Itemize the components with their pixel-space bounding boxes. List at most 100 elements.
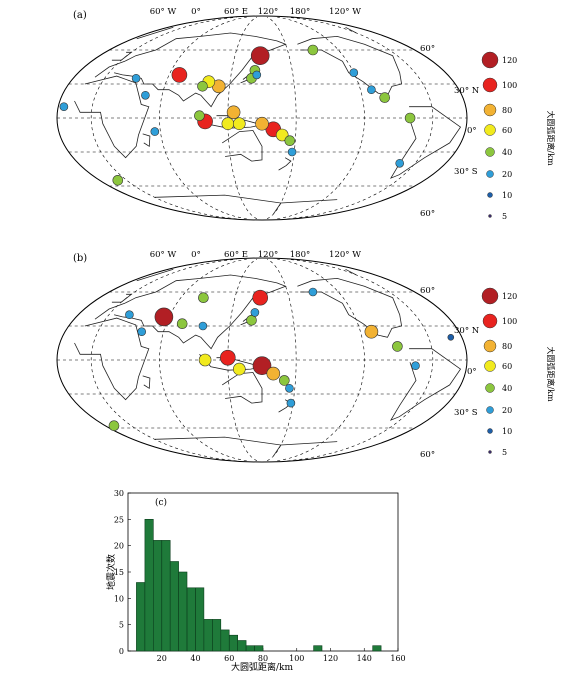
coastline [111,293,133,303]
event-marker [411,361,420,371]
map-a-events [59,44,416,186]
legend-value: 40 [502,148,512,157]
histogram-bar [136,582,146,652]
event-marker [250,308,260,317]
longitude-gridline [159,258,247,462]
event-marker [287,147,297,157]
map-a-outline [56,15,468,221]
coastline [297,277,403,338]
event-marker [285,383,294,393]
histogram-bar [237,640,247,652]
legend-value: 80 [502,342,512,351]
histogram-axes: 20 40 60 80 100 120 140 160 0 5 10 15 20 25 30 [114,489,406,663]
histogram-bar [220,629,230,652]
lon-label: 60° W [150,7,177,17]
coastline [389,348,462,421]
x-tick-label: 120 [323,654,338,663]
event-marker [392,341,403,352]
event-marker [379,92,391,103]
event-marker [447,333,455,341]
map-b: (b) 60° W 0° 60° E 120° 180° 120° W 60° … [56,250,556,463]
lon-label: 0° [191,7,201,17]
event-marker [131,74,141,83]
legend-marker [486,170,494,178]
histogram-bar [161,540,171,652]
histogram-bar [229,634,239,652]
map-a-coastlines [74,26,462,215]
event-marker [266,366,281,381]
y-tick-label: 30 [114,489,124,498]
histogram-bar [195,587,205,652]
legend-marker [484,360,496,372]
event-marker [286,398,296,408]
x-tick-label: 80 [258,654,268,663]
coastline [74,75,150,159]
event-marker [255,116,269,131]
lon-label: 120° [258,250,278,260]
x-tick-label: 60 [224,654,234,663]
event-marker [198,353,212,367]
event-marker [364,324,379,339]
event-marker [59,102,69,111]
event-marker [154,307,174,327]
event-marker [252,356,272,376]
map-b-lon-labels: 60° W 0° 60° E 120° 180° 120° W [150,250,361,260]
longitude-gridline [287,258,434,462]
event-marker [233,117,246,130]
panel-label-a: (a) [73,10,87,21]
lon-label: 120° [258,7,278,17]
lon-label: 180° [290,250,310,260]
event-marker [125,310,134,320]
legend-value: 10 [502,191,512,200]
map-b-events [108,287,455,432]
longitude-gridline [287,16,434,220]
legend-marker [482,77,498,93]
histogram-bar [254,645,264,652]
histogram-bar [203,619,213,652]
y-tick-label: 15 [114,568,124,577]
event-marker [198,292,209,304]
longitude-gridline [90,258,237,462]
legend-marker [485,147,495,157]
coastline [278,157,292,171]
legend-marker [482,313,498,329]
x-tick-label: 100 [289,654,304,663]
event-marker [221,117,235,130]
lon-label: 60° E [224,7,248,17]
event-marker [220,349,236,366]
event-marker [275,128,289,142]
y-tick-label: 5 [119,621,124,630]
lat-label: 60° [420,209,435,219]
lat-label: 30° N [454,86,480,96]
legend-marker [488,450,492,454]
map-b-outline [56,257,468,463]
y-tick-label: 10 [114,594,124,603]
x-tick-label: 20 [157,654,167,663]
legend-value: 60 [502,362,512,371]
longitude-gridline [266,258,297,462]
legend-marker [481,51,499,69]
legend-value: 120 [502,292,517,301]
longitude-gridline [266,16,297,220]
panel-label-b: (b) [73,253,87,264]
event-marker [404,112,416,124]
histogram-bar [178,571,188,652]
coastline [142,133,151,147]
lon-label: 60° E [224,250,248,260]
legend-value: 80 [502,106,512,115]
map-b-lat-labels: 60° 30° N 0° 30° S 60° [420,286,480,460]
histogram-bar [313,645,323,652]
histogram-bar [144,518,154,652]
map-a-legend: 120 100 80 60 40 20 10 5 大圆弧距离/km [481,51,556,221]
event-marker [112,175,124,186]
coastline [142,375,151,389]
histogram-c: (c) 地震次数 大圆弧距离/km 20 40 60 80 100 120 140 160 0 5… [105,489,406,673]
legend-value: 20 [502,406,512,415]
event-marker [308,287,318,297]
lat-label: 30° S [454,167,478,177]
coastline [94,274,287,350]
event-marker [176,318,188,330]
event-marker [150,127,160,136]
legend-marker [486,406,494,414]
